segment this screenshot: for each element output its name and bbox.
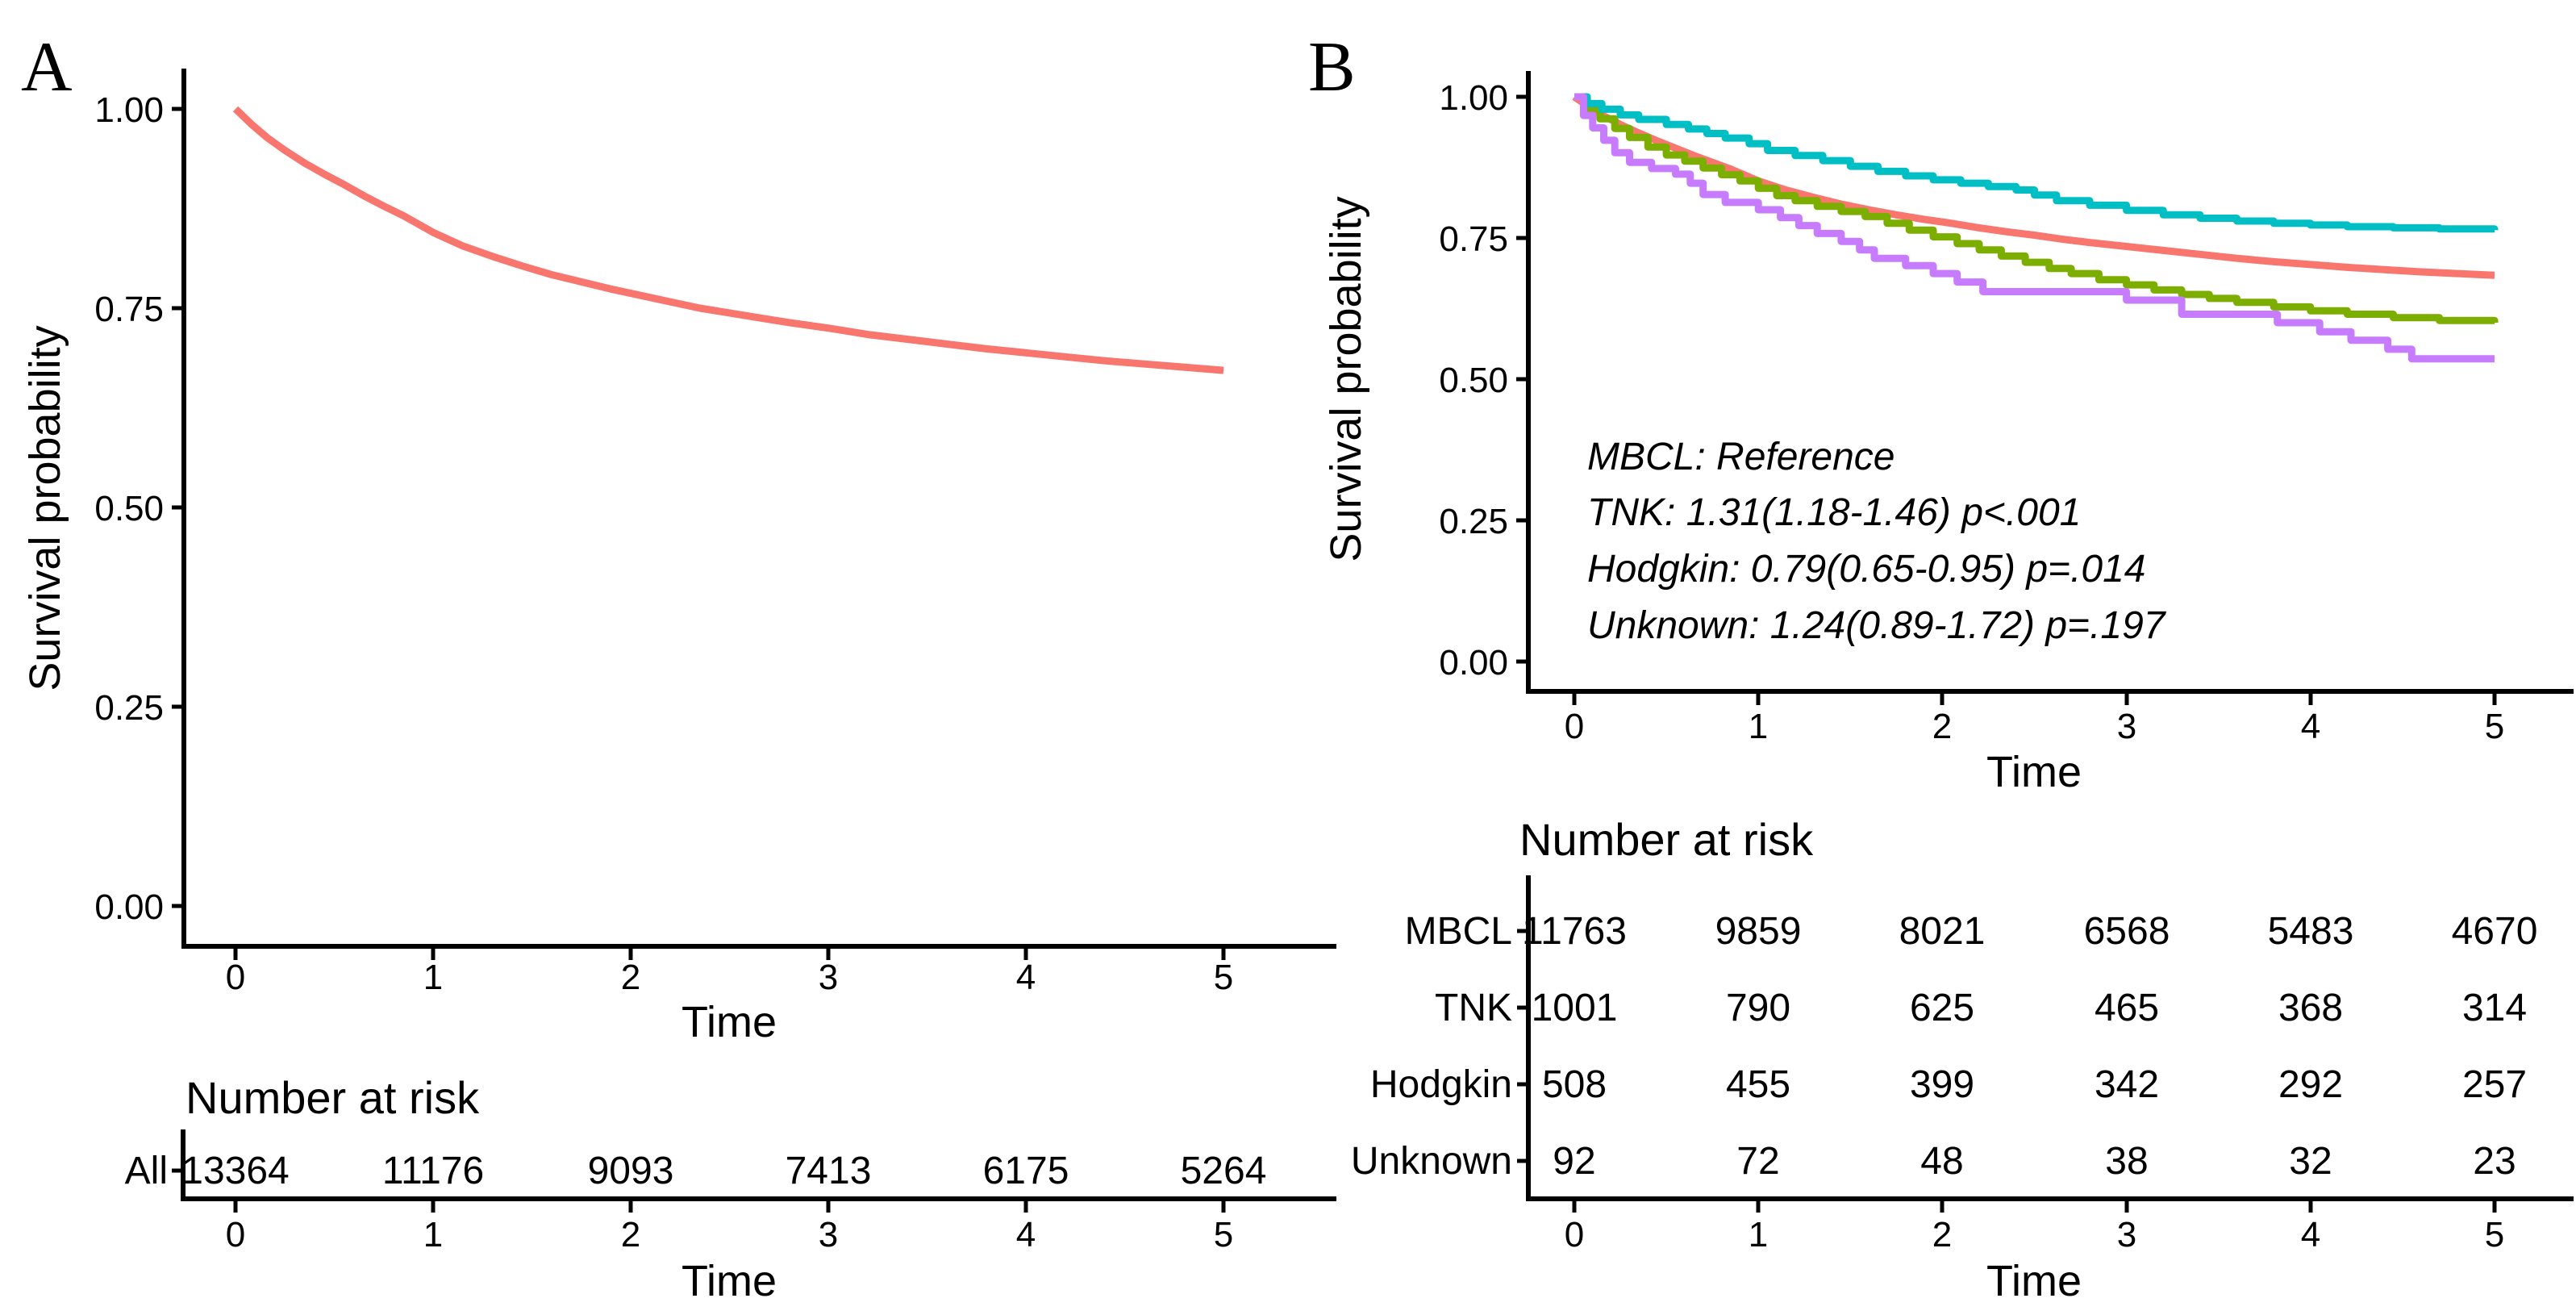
panel-a-x-tick-label: 1 (423, 958, 443, 997)
panel-b-risk-row-label: TNK (1435, 987, 1512, 1029)
panel-b-risk-value: 48 (1920, 1140, 1963, 1183)
panel-b-risk-value: 455 (1726, 1063, 1790, 1106)
panel-a-risk-value: 7413 (786, 1150, 872, 1192)
panel-b-risk-value: 4670 (2452, 910, 2538, 953)
panel-a-risk-value: 11176 (382, 1150, 484, 1192)
panel-b-risk-value: 38 (2105, 1140, 2148, 1183)
panel-b-risk-value: 6568 (2084, 910, 2170, 953)
panel-a-x-tick-label: 5 (1214, 958, 1233, 997)
panel-b-risk-x-axis-title: Time (1986, 1257, 2082, 1305)
panel-a-y-tick-label: 0.75 (94, 290, 164, 329)
panel-a-y-tick-label: 0.50 (94, 489, 164, 528)
panel-a: A Survival probability 1.00 0.75 0.50 0.… (21, 28, 1336, 1305)
panel-b-risk-value: 790 (1726, 987, 1790, 1029)
survival-curve-tnk (1574, 93, 2499, 324)
panel-a-risk-x-tick-label: 3 (819, 1215, 838, 1254)
panel-a-risk-x-tick-label: 4 (1016, 1215, 1036, 1254)
panel-b-label: B (1308, 28, 1356, 106)
panel-b-risk-value: 92 (1553, 1140, 1595, 1183)
panel-b-risk-x-tick-label: 2 (1932, 1215, 1952, 1254)
panel-b-risk-x-tick-label: 4 (2301, 1215, 2320, 1254)
panel-a-risk-value: 6175 (983, 1150, 1069, 1192)
panel-b-risk-x-tick-label: 5 (2485, 1215, 2504, 1254)
panel-b-risk-value: 625 (1910, 987, 1974, 1029)
panel-b-risk-value: 508 (1542, 1063, 1607, 1106)
panel-a-x-tick-label: 2 (621, 958, 640, 997)
panel-b-risk-value: 11763 (1522, 910, 1627, 953)
panel-b-risk-value: 465 (2095, 987, 2159, 1029)
survival-curve-unknown (1574, 93, 2495, 363)
panel-a-y-tick-label: 0.00 (94, 887, 164, 927)
panel-b-curves (1572, 93, 2499, 363)
survival-curve-all (232, 106, 1224, 374)
panel-a-risk-x-tick-label: 5 (1214, 1215, 1233, 1254)
annotation-tnk: TNK: 1.31(1.18-1.46) p<.001 (1587, 491, 2081, 534)
panel-b-y-tick-label: 0.00 (1439, 643, 1508, 683)
panel-a-x-tick-label: 4 (1016, 958, 1036, 997)
panel-b: B Survival probability 1.00 0.75 0.50 0.… (1308, 28, 2574, 1305)
panel-b-risk-value: 314 (2462, 987, 2527, 1029)
panel-b-risk-value: 23 (2473, 1140, 2516, 1183)
panel-a-label: A (21, 28, 73, 106)
panel-b-risk-value: 72 (1736, 1140, 1779, 1183)
panel-b-y-tick-label: 0.25 (1439, 502, 1508, 541)
panel-a-risk-value: 13364 (181, 1150, 289, 1192)
panel-b-risk-value: 257 (2462, 1063, 2527, 1106)
panel-b-y-axis-title: Survival probability (1322, 196, 1370, 561)
annotation-mbcl: MBCL: Reference (1587, 436, 1895, 478)
panel-a-risk-value: 9093 (588, 1150, 674, 1192)
panel-b-risk-row-label: Unknown (1351, 1140, 1512, 1183)
panel-b-risk-value: 399 (1910, 1063, 1974, 1106)
annotation-unknown: Unknown: 1.24(0.89-1.72) p=.197 (1587, 604, 2167, 647)
panel-b-risk-value: 342 (2095, 1063, 2159, 1106)
panel-a-curves (232, 106, 1224, 374)
panel-a-risk-row-label: All (125, 1150, 168, 1192)
panel-b-x-tick-label: 0 (1565, 707, 1584, 746)
panel-a-risk-value: 5264 (1181, 1150, 1267, 1192)
panel-b-risk-x-tick-label: 1 (1749, 1215, 1768, 1254)
panel-b-risk-value: 8021 (1899, 910, 1986, 953)
panel-b-y-tick-label: 1.00 (1439, 78, 1508, 118)
panel-a-y-axis-title: Survival probability (21, 325, 69, 691)
panel-b-risk-value: 9859 (1715, 910, 1802, 953)
panel-b-x-tick-label: 1 (1749, 707, 1768, 746)
panel-b-risk-row-label: MBCL (1405, 910, 1512, 953)
panel-b-risk-value: 1001 (1532, 987, 1618, 1029)
panel-b-x-tick-label: 3 (2117, 707, 2136, 746)
panel-a-risk-x-tick-label: 1 (423, 1215, 443, 1254)
panel-a-x-tick-label: 3 (819, 958, 838, 997)
panel-a-y-tick-label: 0.25 (94, 688, 164, 728)
panel-b-risk-value: 368 (2278, 987, 2343, 1029)
panel-a-risk-x-tick-label: 2 (621, 1215, 640, 1254)
panel-b-y-tick-label: 0.50 (1439, 361, 1508, 400)
panel-b-risk-x-tick-label: 0 (1565, 1215, 1584, 1254)
panel-a-x-axis-title: Time (682, 998, 777, 1046)
panel-a-risk-table: Number at risk All 13364 11176 9093 7413… (125, 1072, 1336, 1305)
survival-curve-mbcl (1572, 94, 2495, 279)
panel-b-risk-value: 32 (2289, 1140, 2332, 1183)
panel-b-x-tick-label: 5 (2485, 707, 2504, 746)
panel-a-risk-x-tick-label: 0 (226, 1215, 245, 1254)
panel-a-risk-title: Number at risk (185, 1072, 480, 1123)
panel-b-risk-table: Number at risk MBCL TNK Hodgkin Unknown … (1351, 814, 2574, 1305)
panel-b-annotations: MBCL: Reference TNK: 1.31(1.18-1.46) p<.… (1587, 436, 2167, 647)
panel-b-risk-value: 292 (2278, 1063, 2343, 1106)
panel-b-x-tick-label: 4 (2301, 707, 2320, 746)
annotation-hodgkin: Hodgkin: 0.79(0.65-0.95) p=.014 (1587, 548, 2145, 591)
panel-b-risk-value: 5483 (2268, 910, 2354, 953)
panel-b-x-axis-title: Time (1986, 748, 2082, 796)
panel-b-risk-x-tick-label: 3 (2117, 1215, 2136, 1254)
panel-a-risk-x-axis-title: Time (682, 1257, 777, 1305)
panel-b-risk-row-label: Hodgkin (1370, 1063, 1512, 1106)
panel-b-risk-title: Number at risk (1519, 814, 1814, 865)
panel-b-y-tick-label: 0.75 (1439, 219, 1508, 259)
survival-curve-hodgkin (1574, 93, 2499, 233)
panel-a-x-tick-label: 0 (226, 958, 245, 997)
panel-b-x-tick-label: 2 (1932, 707, 1952, 746)
panel-a-y-tick-label: 1.00 (94, 90, 164, 130)
